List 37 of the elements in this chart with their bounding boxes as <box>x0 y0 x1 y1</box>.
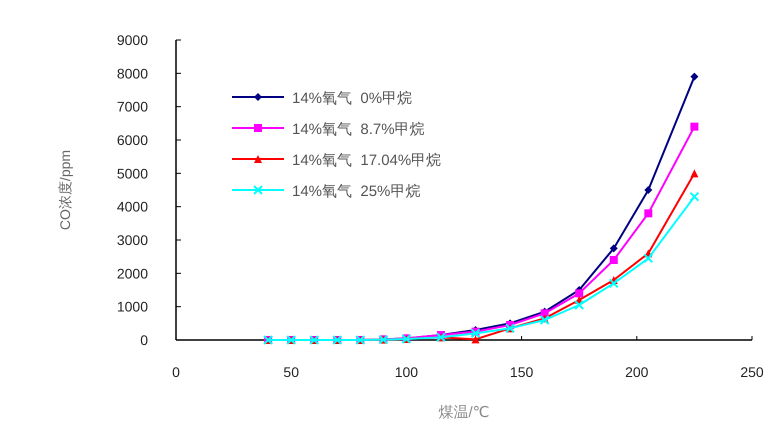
point <box>575 289 584 298</box>
point <box>610 244 618 252</box>
y-tick-label: 5000 <box>116 165 148 182</box>
x-tick-label: 100 <box>394 364 418 380</box>
x-axis-title: 煤温/℃ <box>438 404 490 421</box>
y-tick-label: 3000 <box>116 232 148 248</box>
y-tick-label: 8000 <box>116 65 148 82</box>
point <box>470 328 481 338</box>
point <box>689 192 700 202</box>
y-tick-label: 1000 <box>116 298 148 315</box>
point <box>690 169 698 178</box>
y-axis-title: CO浓度/ppm <box>57 150 73 230</box>
x-tick-label: 200 <box>625 364 649 380</box>
x-tick-label: 0 <box>172 364 180 380</box>
point <box>540 315 550 325</box>
legend-label: 14%氧气 0%甲烷 <box>292 90 412 107</box>
point <box>643 253 654 264</box>
y-tick-label: 7000 <box>116 98 148 115</box>
x-tick-label: 250 <box>740 364 764 380</box>
y-tick-label: 2000 <box>116 265 148 282</box>
y-tick-label: 9000 <box>116 32 148 48</box>
point <box>472 335 480 344</box>
point <box>610 256 618 264</box>
y-tick-label: 4000 <box>116 198 148 215</box>
legend-label: 14%氧气 8.7%甲烷 <box>292 121 425 138</box>
point <box>690 122 698 131</box>
legend-label: 14%氧气 17.04%甲烷 <box>292 152 442 169</box>
point <box>644 209 652 218</box>
x-tick-label: 150 <box>510 364 534 380</box>
point <box>644 186 652 194</box>
legend-label: 14%氧气 25%甲烷 <box>292 183 420 200</box>
y-tick-label: 0 <box>140 332 148 348</box>
point <box>690 72 698 81</box>
x-tick-label: 50 <box>283 364 300 380</box>
point <box>574 300 584 310</box>
point <box>608 278 619 288</box>
y-tick-label: 6000 <box>116 132 148 148</box>
